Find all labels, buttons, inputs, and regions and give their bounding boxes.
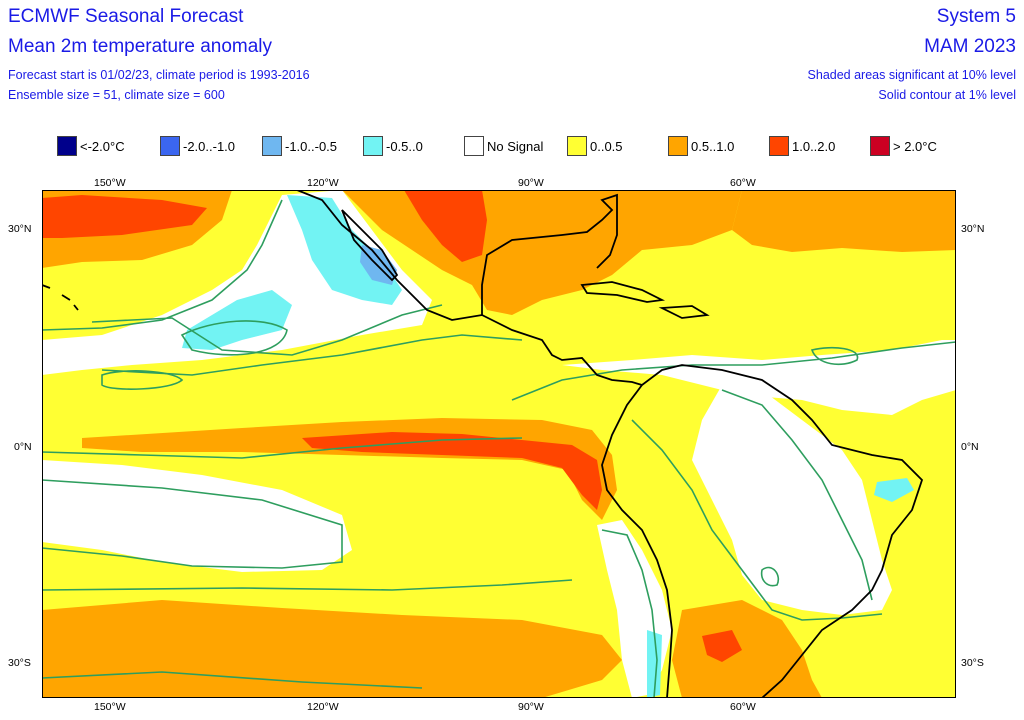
legend-swatch [262,136,282,156]
coastline-north-america [296,190,643,386]
lat-label-left: 0°N [14,441,32,453]
coastline-cuba [580,281,666,303]
legend-swatch [567,136,587,156]
contour-line [42,579,573,591]
lon-label-bottom: 90°W [518,701,544,713]
anomaly-region-minus-0.5-0 [647,630,662,698]
lon-label-bottom: 60°W [730,701,756,713]
contour-line [631,419,883,621]
legend-label: 1.0..2.0 [792,138,836,154]
legend-item: -2.0..-1.0 [160,136,235,156]
anomaly-region-0.5-1.0 [672,600,822,698]
anomaly-region-0.5-1.0 [732,190,956,252]
legend-label: -0.5..0 [386,138,423,154]
lat-label-right: 30°S [961,657,984,669]
legend-label: 0.5..1.0 [691,138,735,154]
forecast-info: Forecast start is 01/02/23, climate peri… [8,68,310,82]
contour-line [42,479,343,569]
coastline [42,190,924,698]
lon-label-top: 90°W [518,177,544,189]
significance-note: Shaded areas significant at 10% level [807,68,1016,82]
legend-label: -1.0..-0.5 [285,138,338,154]
anomaly-region-1.0-2.0 [42,195,207,238]
coastline-baja [341,209,399,282]
contour-line [511,341,956,401]
color-legend: <-2.0°C -2.0..-1.0 -1.0..-0.5 -0.5..0 No… [0,136,1024,156]
legend-label: 0..0.5 [590,138,623,154]
contour-line [91,304,443,356]
coastline-south-america [641,364,924,698]
contour-line [101,370,184,390]
coastline-hawaii [42,284,79,311]
lat-label-right: 30°N [961,223,985,235]
legend-label: No Signal [487,138,544,154]
legend-swatch [464,136,484,156]
legend-item: No Signal [464,136,543,156]
coastline-hispaniola [658,305,710,319]
contour-line [42,437,523,459]
anomaly-region-minus-0.5-0 [182,290,292,350]
significance-contours [42,199,956,698]
legend-label: -2.0..-1.0 [183,138,236,154]
legend-item: -1.0..-0.5 [262,136,337,156]
lon-label-bottom: 150°W [94,701,126,713]
no-signal-region [692,385,892,615]
anomaly-region-1.0-2.0 [404,190,487,262]
chart-subtitle: Mean 2m temperature anomaly [8,36,273,57]
contour-line [42,199,283,331]
coastline-gulf [481,193,618,315]
lon-label-top: 120°W [307,177,339,189]
legend-item: 0.5..1.0 [668,136,734,156]
legend-item: 0..0.5 [567,136,623,156]
map-frame [42,190,956,698]
contour-line [760,566,780,587]
contour-line [601,529,658,698]
chart-title: ECMWF Seasonal Forecast [8,6,244,27]
lon-label-top: 150°W [94,177,126,189]
legend-swatch [769,136,789,156]
legend-item: > 2.0°C [870,136,937,156]
contour-line [810,346,859,366]
lat-label-left: 30°N [8,223,32,235]
legend-swatch [57,136,77,156]
legend-label: <-2.0°C [80,138,125,154]
contour-line [721,389,873,601]
system-label: System 5 [936,6,1016,27]
legend-swatch [870,136,890,156]
lon-label-top: 60°W [730,177,756,189]
lon-label-bottom: 120°W [307,701,339,713]
coastline-andes [601,384,673,698]
contour-line [180,320,288,356]
legend-item: <-2.0°C [57,136,125,156]
contour-line [101,334,523,376]
ensemble-info: Ensemble size = 51, climate size = 600 [8,88,225,102]
season-label: MAM 2023 [924,36,1016,57]
anomaly-region-1.0-2.0 [302,432,602,510]
contour-note: Solid contour at 1% level [878,88,1016,102]
anomaly-region-minus-0.5-0 [874,478,914,502]
legend-item: 1.0..2.0 [769,136,835,156]
anomaly-region-1.0-2.0 [702,630,742,662]
legend-label: > 2.0°C [893,138,937,154]
anomaly-map [42,190,956,698]
legend-swatch [363,136,383,156]
legend-swatch [160,136,180,156]
legend-swatch [668,136,688,156]
lat-label-left: 30°S [8,657,31,669]
lat-label-right: 0°N [961,441,979,453]
contour-line [42,671,423,689]
no-signal-region [42,460,352,572]
legend-item: -0.5..0 [363,136,423,156]
